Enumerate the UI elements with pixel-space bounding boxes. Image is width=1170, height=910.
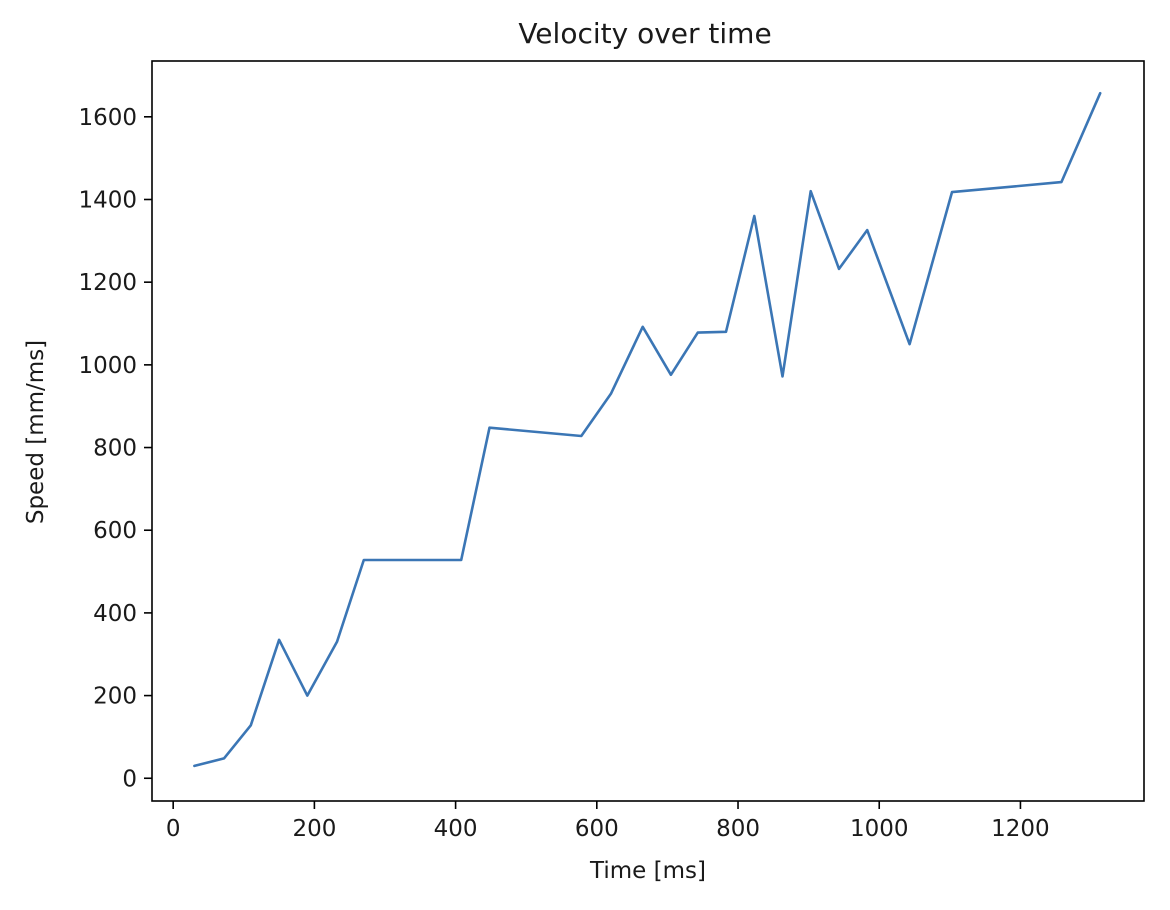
- x-axis: 0 200 400 600 800 1000 1200: [166, 801, 1050, 842]
- plot-area: [151, 60, 1145, 802]
- y-axis: 0 200 400 600 800 1000 1200 1400 1600: [78, 105, 152, 792]
- y-tick-label: 1600: [78, 105, 137, 131]
- x-tick-label: 0: [166, 816, 181, 842]
- chart-title: Velocity over time: [518, 17, 771, 50]
- x-tick-label: 200: [292, 816, 336, 842]
- plot-frame: [151, 60, 1145, 802]
- y-tick-label: 1200: [78, 270, 137, 296]
- x-tick-label: 1200: [991, 816, 1050, 842]
- series-line: [193, 91, 1102, 768]
- x-axis-label: Time [ms]: [589, 858, 706, 884]
- y-tick-label: 600: [93, 518, 137, 544]
- y-tick-label: 200: [93, 684, 137, 710]
- x-tick-label: 400: [434, 816, 478, 842]
- y-axis-label: Speed [mm/ms]: [23, 340, 49, 524]
- y-tick-label: 800: [93, 436, 137, 462]
- y-tick-label: 1400: [78, 187, 137, 213]
- x-tick-label: 600: [575, 816, 619, 842]
- y-tick-label: 0: [122, 766, 137, 792]
- y-tick-label: 1000: [78, 353, 137, 379]
- x-tick-label: 800: [716, 816, 760, 842]
- x-tick-label: 1000: [850, 816, 909, 842]
- y-tick-label: 400: [93, 601, 137, 627]
